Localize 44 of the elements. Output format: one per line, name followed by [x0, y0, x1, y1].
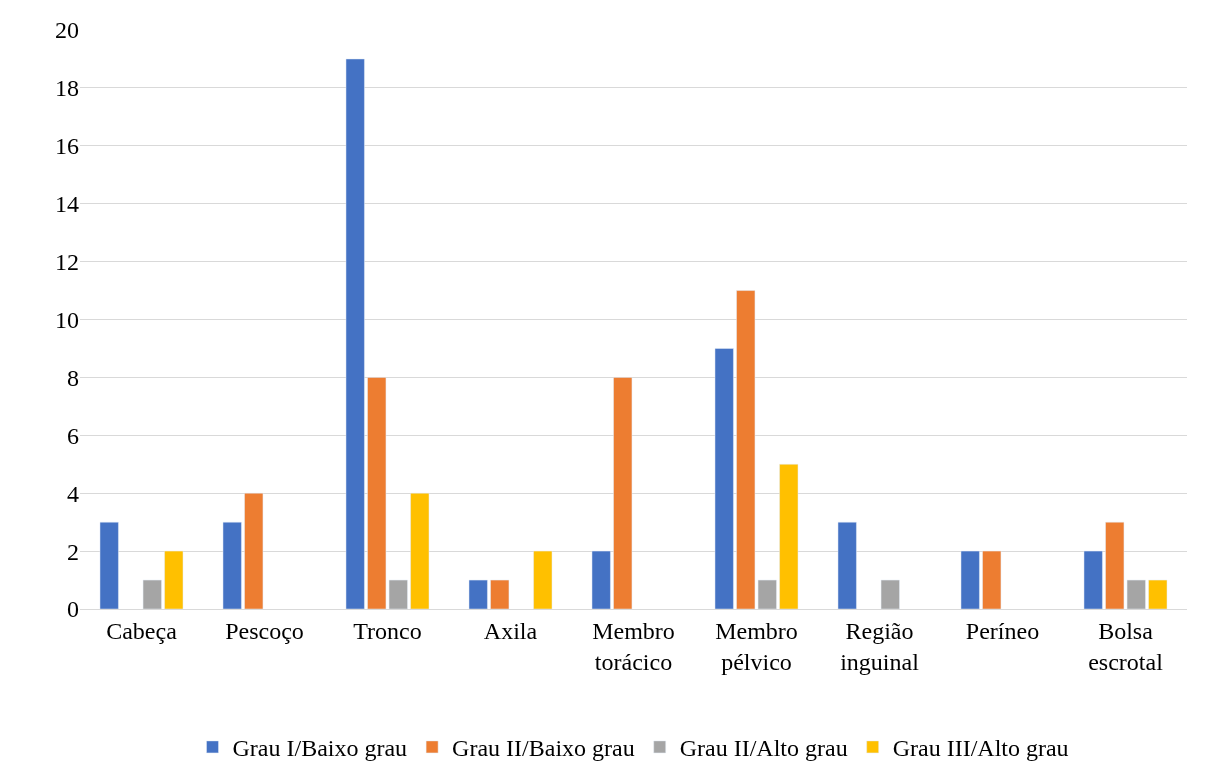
- x-tick-label: Região inguinal: [840, 617, 920, 675]
- y-tick-label: 4: [67, 480, 79, 507]
- y-tick-label: 12: [55, 249, 79, 275]
- y-tick-label: 8: [67, 364, 79, 391]
- bar: [410, 492, 430, 609]
- bar: [1148, 579, 1168, 609]
- x-tick-label: Cabeça: [106, 617, 178, 644]
- x-tick-label: Bolsa escrotal: [1088, 617, 1164, 675]
- y-tick-label: 18: [55, 75, 79, 102]
- x-tick-label: Períneo: [965, 617, 1040, 644]
- bar: [468, 579, 488, 609]
- bar: [1083, 550, 1103, 609]
- bar: [714, 348, 734, 609]
- bar: [779, 464, 799, 609]
- legend-label: Grau II/Alto grau: [679, 735, 848, 762]
- y-tick-label: 2: [67, 538, 79, 565]
- y-tick-label: 20: [55, 17, 79, 44]
- x-tick-label: Pescoço: [225, 617, 304, 644]
- bar: [490, 579, 510, 609]
- bar: [613, 377, 633, 609]
- bar: [982, 550, 1002, 609]
- bar: [345, 58, 365, 609]
- y-tick-label: 0: [67, 596, 79, 623]
- y-tick-label: 16: [55, 133, 79, 160]
- bar: [533, 550, 553, 609]
- bar: [880, 579, 900, 609]
- bar: [591, 550, 611, 609]
- y-tick-label: 14: [55, 191, 79, 218]
- bar: [837, 521, 857, 609]
- bar: [244, 492, 264, 609]
- x-tick-label: Tronco: [353, 617, 422, 644]
- legend-label: Grau II/Baixo grau: [452, 735, 635, 762]
- x-tick-label: Membro pélvico: [715, 617, 798, 675]
- bar: [164, 550, 184, 609]
- x-tick-label: Axila: [483, 617, 538, 644]
- x-tick-label: Membro torácico: [592, 617, 675, 675]
- bar: [222, 521, 242, 609]
- y-tick-label: 6: [67, 422, 79, 449]
- bar: [99, 521, 119, 609]
- legend-label: Grau I/Baixo grau: [232, 735, 408, 762]
- y-tick-label: 10: [55, 306, 79, 333]
- legend-label: Grau III/Alto grau: [892, 735, 1069, 762]
- bar: [960, 550, 980, 609]
- bar: [142, 579, 162, 609]
